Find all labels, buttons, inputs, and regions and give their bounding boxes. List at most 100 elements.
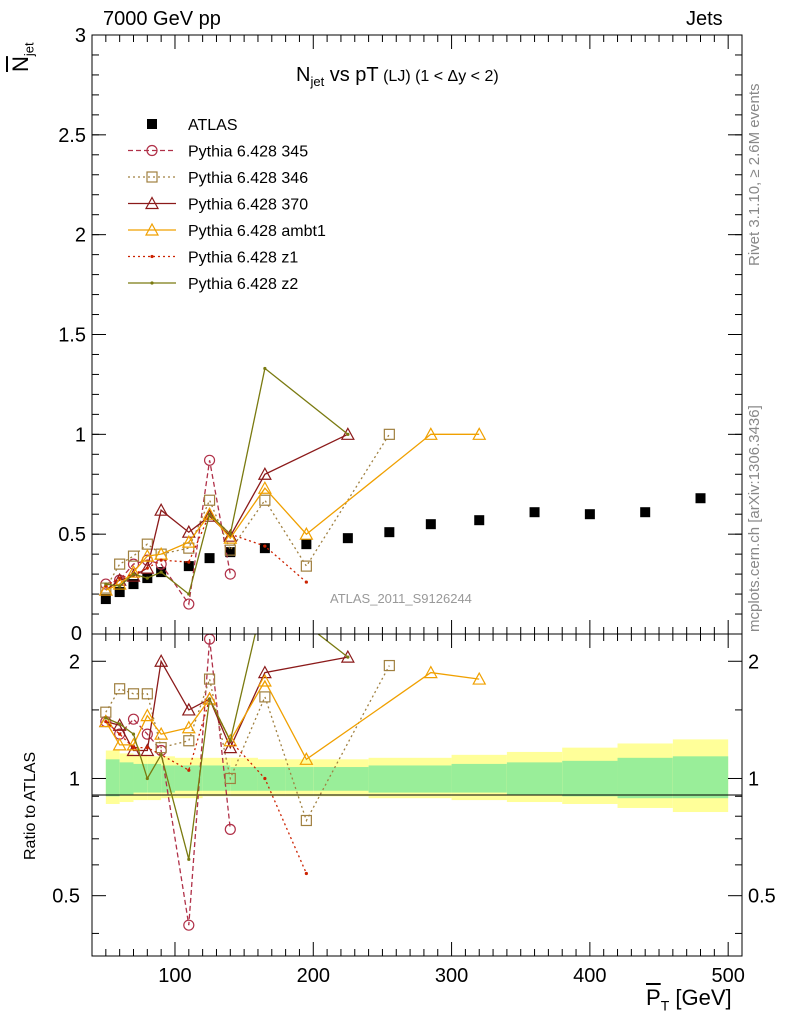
main-line-6 [105, 367, 349, 596]
main-point-6-9 [346, 432, 350, 436]
main-series-6 [104, 366, 350, 596]
ratio-point-3-8 [257, 673, 272, 687]
legend-marker-5 [150, 254, 154, 259]
legend-label-5: Pythia 6.428 z1 [188, 250, 298, 267]
band-inner-2 [133, 763, 148, 793]
ratio-point-1-9 [300, 814, 312, 827]
main-line-2 [105, 433, 390, 589]
legend-label-6: Pythia 6.428 z2 [188, 276, 298, 293]
ratio-point-1-2 [127, 688, 140, 700]
main-point-5-4 [159, 558, 163, 562]
band-inner-13 [506, 762, 563, 795]
band-inner-11 [368, 765, 452, 793]
main-point-0-10 [342, 533, 353, 544]
ratio-point-3-9 [299, 752, 314, 765]
main-title: Njet vs pT (LJ) (1 < Δy < 2) [296, 64, 499, 89]
ratio-point-2-3 [140, 743, 155, 757]
main-point-6-8 [263, 366, 267, 371]
main-ytick-label: 1.5 [58, 325, 86, 347]
ratio-point-4-9 [304, 871, 308, 876]
main-ytick-label: 1 [75, 424, 86, 446]
legend-label-4: Pythia 6.428 ambt1 [188, 223, 326, 240]
ratio-point-1-3 [141, 688, 153, 700]
main-point-0-7 [225, 547, 236, 558]
main-line-4 [105, 433, 480, 591]
main-point-0-5 [183, 561, 194, 572]
ratio-point-2-9 [340, 649, 355, 663]
main-point-2-7 [224, 544, 236, 556]
main-point-0-12 [425, 519, 436, 530]
legend-label-3: Pythia 6.428 370 [188, 197, 308, 214]
ratio-point-0-7 [224, 823, 236, 835]
ratio-point-5-0 [104, 716, 108, 720]
ratio-point-3-4 [154, 726, 169, 740]
legend-marker-3 [144, 196, 160, 210]
main-point-5-5 [187, 560, 191, 564]
ratio-point-5-9 [346, 655, 350, 659]
ratio-point-4-8 [263, 776, 267, 781]
ratio-series-5 [104, 634, 350, 861]
main-point-3-4 [154, 502, 169, 516]
ratio-point-0-3 [141, 728, 153, 740]
ratio-ytick-label: 2 [69, 651, 80, 673]
legend-marker-0 [147, 119, 157, 129]
ratio-line-3 [105, 671, 480, 761]
ratio-line-0 [105, 639, 231, 926]
main-point-4-8 [257, 480, 272, 494]
main-point-6-4 [159, 570, 163, 574]
ratio-point-5-7 [228, 739, 232, 743]
main-point-1-7 [224, 568, 236, 580]
main-point-2-9 [300, 560, 312, 572]
band-inner-14 [562, 760, 618, 797]
main-point-4-9 [299, 526, 314, 540]
main-point-5-3 [145, 566, 149, 570]
legend-label-2: Pythia 6.428 346 [188, 170, 308, 187]
main-point-6-0 [104, 582, 108, 586]
main-point-0-14 [529, 507, 540, 518]
main-series-layer [98, 366, 706, 610]
ratio-x-ticks: 100 200 300 400 500 [105, 634, 745, 987]
ratio-point-2-7 [223, 740, 238, 754]
main-panel: 0.5 1 1.5 2 2.5 3 0 [58, 25, 743, 645]
band-inner-1 [119, 762, 134, 795]
ratio-point-4-1 [118, 732, 122, 736]
band-inner-7 [230, 767, 258, 791]
band-inner-3 [147, 763, 162, 793]
main-point-3-3 [140, 560, 155, 574]
ratio-point-3-5 [181, 720, 196, 734]
ratio-point-2-8 [257, 665, 272, 679]
ratio-point-4-2 [131, 746, 136, 750]
main-point-6-2 [131, 572, 136, 576]
main-ytick-label: 0.5 [58, 524, 86, 546]
main-point-2-5 [183, 542, 195, 554]
main-point-0-9 [301, 539, 312, 550]
legend-label-1: Pythia 6.428 345 [188, 144, 308, 161]
main-y-label: Njet [8, 42, 37, 72]
ratio-xtick-label: 500 [711, 965, 744, 987]
legend-label-0: ATLAS [188, 117, 238, 134]
main-point-2-10 [383, 428, 395, 440]
main-point-0-6 [204, 553, 215, 564]
ratio-point-1-5 [183, 735, 195, 747]
ratio-point-1-6 [203, 673, 216, 685]
ratio-point-1-1 [114, 683, 126, 695]
main-point-2-2 [127, 550, 140, 562]
main-point-5-1 [118, 576, 122, 580]
legend-marker-4 [144, 222, 160, 236]
main-point-5-9 [304, 580, 308, 584]
ratio-series-layer [98, 634, 487, 931]
ratio-point-3-3 [140, 708, 155, 722]
ratio-ytick-label-right: 2 [748, 651, 759, 673]
main-point-4-3 [140, 548, 155, 562]
band-inner-12 [451, 763, 507, 793]
main-point-0-13 [474, 515, 485, 526]
main-point-0-8 [259, 543, 270, 554]
main-point-2-8 [259, 494, 271, 506]
ratio-point-3-7 [223, 733, 238, 747]
main-point-3-9 [340, 427, 355, 440]
main-point-2-6 [203, 494, 216, 506]
mcplots-label: mcplots.cern.ch [arXiv:1306.3436] [746, 405, 763, 632]
main-ytick-label: 3 [75, 25, 86, 47]
main-point-6-6 [207, 512, 212, 516]
